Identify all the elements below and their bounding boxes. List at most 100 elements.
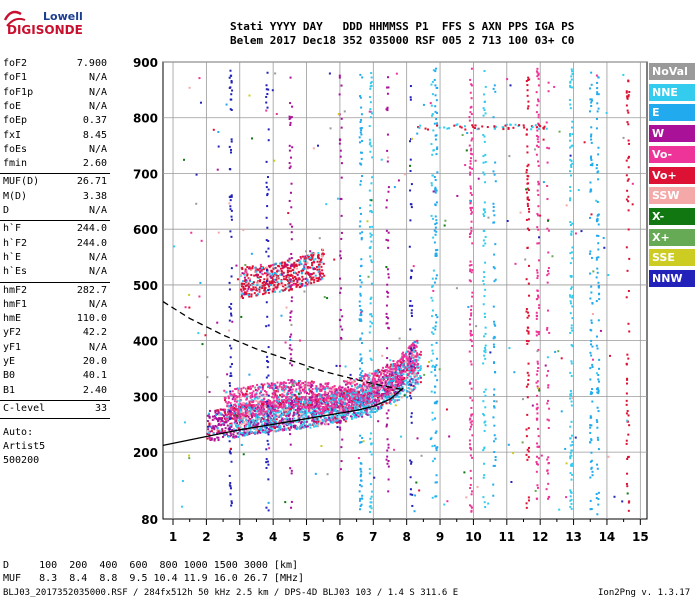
echo-dot bbox=[300, 414, 303, 417]
echo-dot bbox=[340, 176, 343, 179]
echo-dot bbox=[394, 399, 397, 402]
echo-dot bbox=[227, 435, 230, 438]
echo-dot bbox=[306, 405, 309, 408]
echo-dot bbox=[408, 366, 411, 369]
echo-dot bbox=[360, 113, 363, 116]
echo-dot bbox=[413, 375, 416, 378]
echo-dot bbox=[318, 271, 321, 274]
echo-dot bbox=[412, 369, 415, 372]
echo-dot bbox=[231, 428, 234, 431]
echo-dot bbox=[388, 394, 391, 397]
echo-dot bbox=[242, 287, 245, 290]
echo-dot bbox=[287, 282, 290, 285]
echo-dot bbox=[236, 387, 239, 390]
param-name: fmin bbox=[3, 158, 28, 170]
echo-dot bbox=[331, 403, 334, 406]
param-name: yF1 bbox=[3, 341, 22, 353]
echo-dot bbox=[359, 484, 362, 487]
echo-dot bbox=[297, 404, 300, 407]
echo-dot bbox=[484, 112, 487, 115]
echo-dot bbox=[265, 410, 268, 413]
echo-dot bbox=[359, 434, 362, 437]
echo-dot bbox=[430, 359, 433, 362]
echo-dot bbox=[245, 402, 248, 405]
echo-dot bbox=[287, 274, 290, 277]
echo-dot bbox=[260, 390, 263, 393]
echo-dot bbox=[431, 364, 434, 367]
echo-dot bbox=[370, 490, 373, 493]
echo-dot bbox=[279, 381, 282, 384]
echo-dot bbox=[468, 264, 471, 267]
echo-dot bbox=[299, 404, 302, 407]
echo-dot bbox=[433, 391, 436, 394]
echo-dot bbox=[310, 254, 313, 257]
echo-dot bbox=[277, 406, 280, 409]
echo-dot bbox=[244, 409, 247, 412]
echo-dot bbox=[338, 364, 341, 367]
echo-dot bbox=[313, 414, 316, 417]
echo-dot bbox=[386, 160, 389, 163]
echo-dot bbox=[434, 226, 437, 229]
echo-dot bbox=[282, 412, 285, 415]
echo-dot bbox=[286, 410, 289, 413]
echo-dot bbox=[318, 403, 321, 406]
echo-dot bbox=[258, 386, 261, 389]
echo-dot bbox=[435, 134, 438, 137]
echo-dot bbox=[255, 399, 258, 402]
echo-dot bbox=[315, 277, 318, 280]
echo-dot bbox=[410, 344, 413, 347]
echo-dot bbox=[287, 427, 290, 430]
echo-dot bbox=[306, 267, 309, 270]
echo-dot bbox=[434, 495, 437, 498]
echo-dot bbox=[493, 434, 496, 437]
param-value: 110.0 bbox=[76, 313, 107, 325]
echo-dot bbox=[263, 403, 266, 406]
echo-dot bbox=[279, 406, 282, 409]
echo-dot bbox=[430, 331, 433, 334]
echo-dot bbox=[493, 280, 496, 283]
echo-dot bbox=[278, 386, 281, 389]
echo-dot bbox=[303, 400, 306, 403]
echo-dot bbox=[235, 417, 238, 420]
echo-dot bbox=[400, 376, 403, 379]
echo-dot bbox=[319, 399, 322, 402]
echo-dot bbox=[402, 373, 405, 376]
echo-dot bbox=[249, 431, 252, 434]
echo-dot bbox=[378, 391, 381, 394]
echo-dot bbox=[325, 404, 328, 407]
echo-dot bbox=[328, 394, 331, 397]
echo-dot bbox=[366, 391, 369, 394]
echo-dot bbox=[356, 395, 359, 398]
echo-dot bbox=[312, 420, 315, 423]
echo-dot bbox=[315, 400, 318, 403]
echo-dot bbox=[344, 406, 347, 409]
echo-dot bbox=[347, 388, 350, 391]
echo-dot bbox=[323, 410, 326, 413]
echo-dot bbox=[349, 387, 352, 390]
echo-dot bbox=[359, 207, 362, 210]
echo-dot bbox=[300, 401, 303, 404]
echo-dot bbox=[362, 381, 365, 384]
echo-dot bbox=[247, 287, 250, 290]
echo-dot bbox=[237, 411, 240, 414]
echo-dot bbox=[283, 398, 286, 401]
echo-dot bbox=[251, 385, 254, 388]
echo-dot bbox=[356, 385, 359, 388]
echo-dot bbox=[271, 276, 274, 279]
echo-dot bbox=[366, 393, 369, 396]
echo-dot bbox=[538, 387, 541, 390]
echo-dot bbox=[359, 475, 362, 478]
echo-dot bbox=[394, 396, 397, 399]
echo-dot bbox=[393, 388, 396, 391]
echo-dot bbox=[351, 400, 354, 403]
echo-dot bbox=[492, 206, 495, 209]
echo-dot bbox=[248, 277, 251, 280]
echo-dot bbox=[279, 410, 282, 413]
echo-dot bbox=[435, 99, 438, 102]
echo-dot bbox=[208, 423, 211, 426]
echo-dot bbox=[340, 446, 343, 449]
echo-dot bbox=[469, 332, 472, 335]
echo-dot bbox=[410, 349, 413, 352]
param-row: hmF1 N/A bbox=[3, 299, 107, 313]
echo-dot bbox=[247, 413, 250, 416]
